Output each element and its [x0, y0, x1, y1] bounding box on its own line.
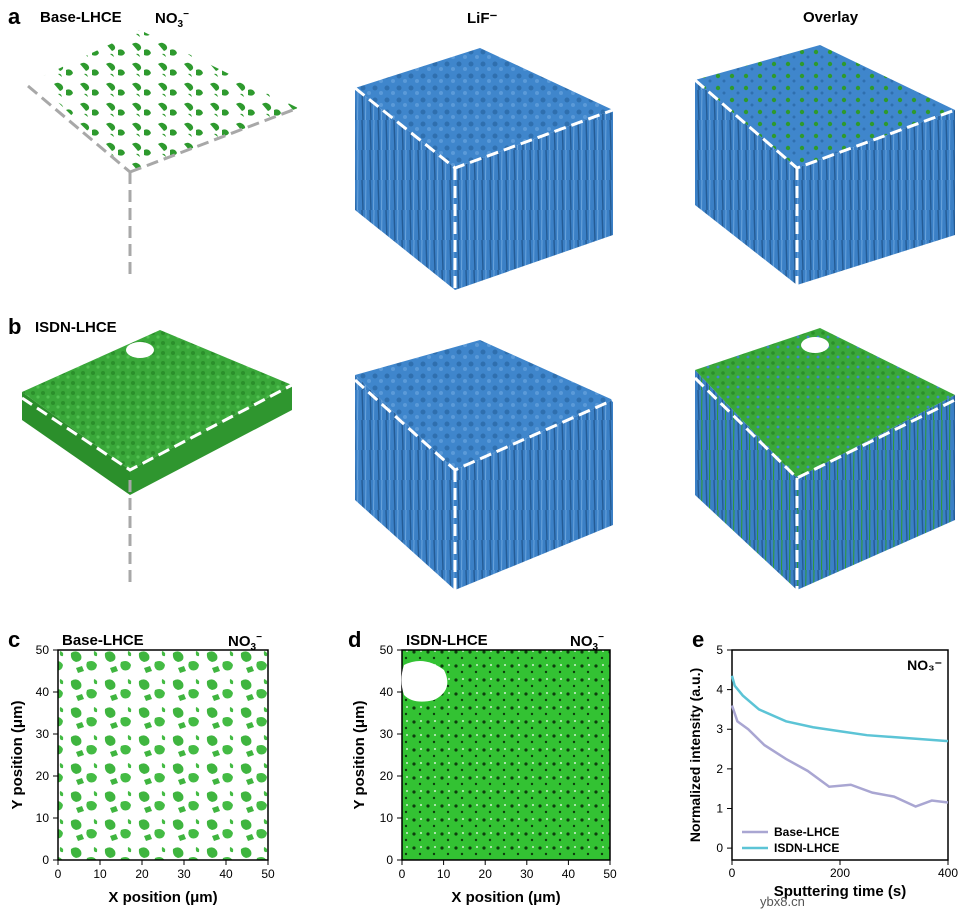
watermark: ybx8.cn	[760, 894, 805, 909]
e-ytick-label-0: 0	[716, 841, 723, 855]
d-xtick-4: 40	[562, 867, 576, 881]
panel-letter-b: b	[8, 314, 22, 339]
e-ytick-label-5: 5	[716, 643, 723, 657]
e-ytick-label-1: 1	[716, 801, 723, 815]
c-xlabel: X position (μm)	[108, 889, 217, 906]
panel-c-ion-label: NO3−	[228, 632, 262, 653]
e-ytick-label-2: 2	[716, 762, 723, 776]
c-xtick-4: 40	[219, 867, 233, 881]
d-xtick-5: 50	[603, 867, 617, 881]
e-legend-label-0: Base-LHCE	[774, 825, 839, 839]
render-a-no3	[27, 30, 299, 276]
render-b-overlay	[693, 328, 956, 590]
c-xtick-5: 50	[261, 867, 275, 881]
panel-a-sample-label: Base-LHCE	[40, 9, 122, 26]
c-xtick-1: 10	[93, 867, 107, 881]
chart-e-title: NO₃⁻	[907, 657, 942, 673]
render-a-overlay	[694, 45, 956, 285]
render-a-lif	[354, 48, 614, 290]
d-ytick-5: 50	[380, 643, 394, 657]
col-lif-title: LiF⁻	[467, 10, 498, 27]
col-no3-title: NO3−	[155, 9, 189, 30]
panel-letter-c: c	[8, 627, 21, 652]
c-ytick-5: 50	[36, 643, 50, 657]
render-grid	[21, 30, 956, 590]
chart-e-lines	[730, 675, 949, 808]
map-d: 0 10 20 30 40 50 0 10 20 30 40 50 X posi…	[351, 643, 617, 906]
map-d-xticks	[401, 860, 611, 865]
panel-b-sample-label: ISDN-LHCE	[35, 319, 117, 336]
d-ylabel: Y position (μm)	[351, 701, 368, 810]
render-b-no3	[21, 330, 293, 582]
map-c-yticks	[53, 649, 58, 861]
c-ylabel: Y position (μm)	[9, 701, 26, 810]
e-ytick-label-4: 4	[716, 683, 723, 697]
e-xtick-label-2: 400	[938, 866, 958, 880]
panel-letter-a: a	[8, 4, 21, 29]
chart-e-ylabel: Normalized intensity (a.u.)	[687, 668, 703, 842]
e-xtick-label-1: 200	[830, 866, 850, 880]
e-xtick-label-0: 0	[729, 866, 736, 880]
panel-letter-d: d	[348, 627, 362, 652]
c-ytick-1: 10	[36, 811, 50, 825]
map-d-yticks	[397, 649, 402, 861]
d-xlabel: X position (μm)	[451, 889, 560, 906]
chart-e: 0 200 400 0 1 2 3 4 5 NO₃⁻ Sputtering time (s) N…	[687, 643, 958, 900]
chart-e-xlabel: Sputtering time (s)	[774, 883, 907, 900]
col-overlay-title: Overlay	[803, 9, 859, 26]
e-series-line-0	[730, 705, 949, 808]
d-xtick-0: 0	[399, 867, 406, 881]
d-ytick-1: 10	[380, 811, 394, 825]
c-ytick-3: 30	[36, 727, 50, 741]
d-ytick-0: 0	[386, 853, 393, 867]
panel-letter-e: e	[692, 627, 705, 652]
d-ytick-3: 30	[380, 727, 394, 741]
c-xtick-2: 20	[135, 867, 149, 881]
c-ytick-0: 0	[42, 853, 49, 867]
chart-e-frame	[731, 649, 949, 861]
map-c: 0 10 20 30 40 50 0 10 20 30 40 50 X posi…	[9, 643, 275, 906]
d-xtick-2: 20	[479, 867, 493, 881]
render-b-lif	[353, 340, 614, 590]
panel-d-ion-label: NO3−	[570, 632, 604, 653]
e-ytick-label-3: 3	[716, 722, 723, 736]
c-xtick-0: 0	[55, 867, 62, 881]
d-ytick-2: 20	[380, 769, 394, 783]
e-series-line-1	[730, 675, 949, 743]
panel-d-sample-label: ISDN-LHCE	[406, 632, 488, 649]
map-c-xticks	[57, 860, 269, 865]
chart-e-ticks: 0 200 400 0 1 2 3 4 5	[716, 643, 958, 880]
e-legend-label-1: ISDN-LHCE	[774, 841, 839, 855]
c-xtick-3: 30	[177, 867, 191, 881]
c-ytick-4: 40	[36, 685, 50, 699]
d-xtick-1: 10	[437, 867, 451, 881]
c-ytick-2: 20	[36, 769, 50, 783]
d-xtick-3: 30	[520, 867, 534, 881]
d-ytick-4: 40	[380, 685, 394, 699]
panel-c-sample-label: Base-LHCE	[62, 632, 144, 649]
chart-e-legend: Base-LHCE ISDN-LHCE	[742, 825, 839, 855]
